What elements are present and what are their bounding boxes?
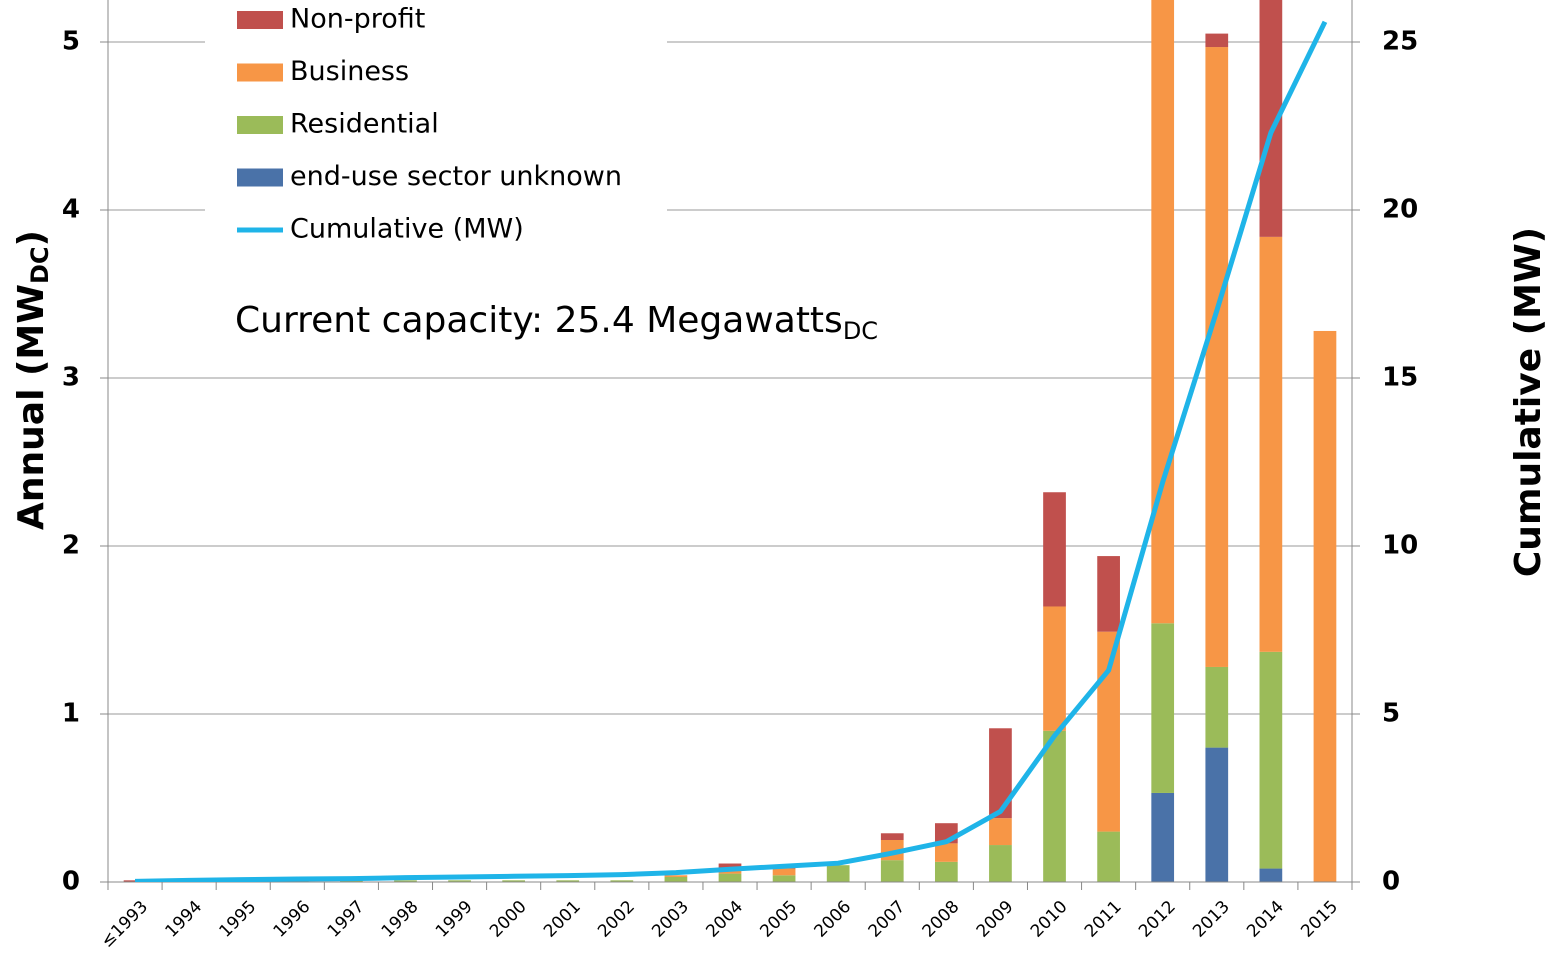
x-tick-label: 1999 (432, 897, 477, 942)
x-tick-label: 1995 (216, 897, 261, 942)
bar-segment (1043, 492, 1066, 607)
x-tick-label: 2004 (702, 897, 747, 942)
annotation-text: Current capacity: 25.4 Megawatts (235, 300, 843, 341)
bar-segment (1259, 651, 1283, 869)
y-tick-label: 0 (62, 867, 80, 897)
y-label-text: Annual (MW (11, 284, 52, 530)
legend-label: Cumulative (MW) (290, 214, 524, 245)
annotation-sub: DC (843, 317, 878, 345)
y2-axis-label: Cumulative (MW) (1508, 227, 1549, 577)
bar-segment (1097, 831, 1120, 882)
x-tick-label: 2001 (540, 897, 585, 942)
x-tick-label: 2012 (1135, 897, 1180, 942)
x-tick-label: 1998 (378, 897, 423, 942)
x-tick-label: 2000 (486, 897, 531, 942)
y2-tick-label: 10 (1382, 531, 1418, 561)
x-tick-label: 2015 (1297, 897, 1342, 942)
y-label-end: ) (11, 230, 52, 246)
bar-segment (826, 865, 850, 882)
bar-segment (448, 880, 471, 882)
bar-segment (1151, 0, 1175, 624)
legend-swatch (237, 63, 283, 82)
bar-segment (1043, 606, 1066, 731)
legend-label: Non-profit (290, 4, 425, 35)
bar-segment (989, 845, 1012, 882)
y-tick-label: 5 (62, 27, 80, 57)
bar-segment (718, 870, 742, 874)
x-tick-label: 2002 (594, 897, 639, 942)
cumulative-line (134, 20, 1328, 882)
y-label-sub: DC (26, 247, 54, 285)
x-tick-label: ≤1993 (97, 897, 152, 952)
x-tick-label: 2008 (919, 897, 964, 942)
bar-segment (772, 868, 796, 876)
bar-segment (1043, 730, 1066, 882)
bar-segment (1151, 623, 1175, 793)
x-tick-label: 2014 (1243, 897, 1288, 942)
bar-segment (394, 880, 417, 882)
x-tick-label: 2003 (648, 897, 693, 942)
y2-tick-label: 15 (1382, 363, 1418, 393)
bar-segment (340, 880, 363, 882)
bar-segment (880, 860, 904, 882)
bar-segment (664, 876, 688, 882)
bar-segment (610, 880, 634, 882)
annotation: Current capacity: 25.4 MegawattsDC (235, 300, 878, 345)
x-tick-label: 1996 (270, 897, 315, 942)
x-tick-label: 2007 (865, 897, 910, 942)
bar-segment (1097, 631, 1120, 832)
y2-tick-label: 5 (1382, 699, 1400, 729)
bar-segment (1151, 792, 1175, 882)
bar-segment (1313, 330, 1337, 882)
bar-segment (502, 880, 526, 882)
bar-segment (1259, 236, 1283, 652)
x-tick-label: 1994 (161, 897, 206, 942)
x-tick-label: 2010 (1027, 897, 1072, 942)
y-tick-label: 2 (62, 531, 80, 561)
bar-segment (934, 861, 958, 882)
bar-segment (1205, 33, 1229, 48)
y-tick-label: 1 (62, 699, 80, 729)
bar-segment (718, 873, 742, 882)
bar-segment (664, 875, 688, 877)
y2-tick-label: 25 (1382, 27, 1418, 57)
bar-segment (880, 833, 904, 840)
legend-label: Business (290, 56, 409, 87)
bar-segment (772, 875, 796, 882)
bar-segment (989, 818, 1012, 846)
x-tick-label: 2009 (973, 897, 1018, 942)
legend: Non-profit Business Residential end-use sec… (237, 4, 622, 245)
x-tick-label: 2013 (1189, 897, 1234, 942)
y-tick-label: 4 (62, 195, 80, 225)
y-axis-label: Annual (MWDC) (11, 230, 54, 530)
legend-swatch (237, 11, 283, 29)
bar-segment (1259, 868, 1283, 882)
x-tick-label: 1997 (324, 897, 369, 942)
y2-tick-label: 20 (1382, 195, 1418, 225)
x-tick-label: 2006 (811, 897, 856, 942)
line-layer (134, 20, 1328, 882)
legend-label: Residential (290, 109, 439, 140)
y-tick-label: 3 (62, 363, 80, 393)
bar-segment (1205, 666, 1229, 748)
x-tick-label: 2011 (1081, 897, 1126, 942)
y2-tick-label: 0 (1382, 867, 1400, 897)
bar-segment (556, 880, 580, 882)
x-tick-label: 2005 (756, 897, 801, 942)
legend-label: end-use sector unknown (290, 161, 622, 192)
bar-segment (1259, 0, 1283, 237)
legend-swatch (237, 116, 283, 134)
bar-segment (1097, 556, 1120, 632)
bar-segment (934, 843, 958, 862)
bar-segment (1205, 47, 1229, 667)
bar-segment (1205, 747, 1229, 882)
legend-swatch (237, 168, 283, 187)
bar-segment (989, 728, 1012, 819)
